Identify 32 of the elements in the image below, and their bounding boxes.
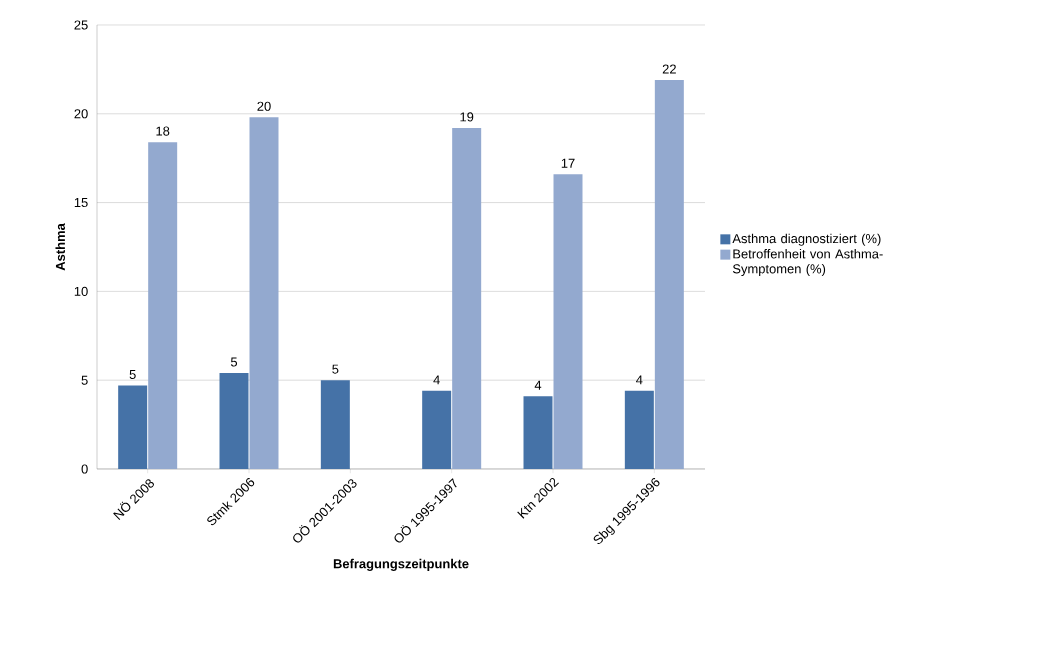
bar xyxy=(553,174,583,469)
bar xyxy=(249,117,279,469)
legend-label: Betroffenheit von Asthma-Symptomen (%) xyxy=(732,248,883,276)
bar xyxy=(422,390,452,469)
data-label: 17 xyxy=(561,158,575,168)
y-tick-label: 10 xyxy=(74,286,88,296)
bar xyxy=(148,142,178,469)
data-label: 20 xyxy=(257,101,271,111)
legend-label: Asthma diagnostiziert (%) xyxy=(732,233,881,246)
data-label: 19 xyxy=(460,112,474,122)
y-tick-label: 25 xyxy=(74,20,88,30)
bar xyxy=(452,127,482,469)
y-tick-label: 20 xyxy=(74,109,88,119)
y-axis-title: Asthma xyxy=(55,223,65,271)
bar xyxy=(320,380,350,469)
x-axis-title: Befragungszeitpunkte xyxy=(333,558,469,571)
data-label: 22 xyxy=(662,64,676,74)
bar xyxy=(523,396,553,469)
bar xyxy=(118,385,148,469)
data-label: 4 xyxy=(433,375,440,385)
y-tick-label: 15 xyxy=(74,198,88,208)
y-tick-label: 0 xyxy=(81,464,88,474)
bar xyxy=(219,373,249,469)
data-label: 5 xyxy=(332,364,339,374)
data-label: 5 xyxy=(129,369,136,379)
bar xyxy=(624,390,654,469)
data-label: 18 xyxy=(156,126,170,136)
y-tick-label: 5 xyxy=(81,375,88,385)
bar xyxy=(654,80,684,469)
data-label: 5 xyxy=(230,357,238,367)
data-label: 4 xyxy=(534,380,542,390)
data-label: 4 xyxy=(636,375,643,385)
